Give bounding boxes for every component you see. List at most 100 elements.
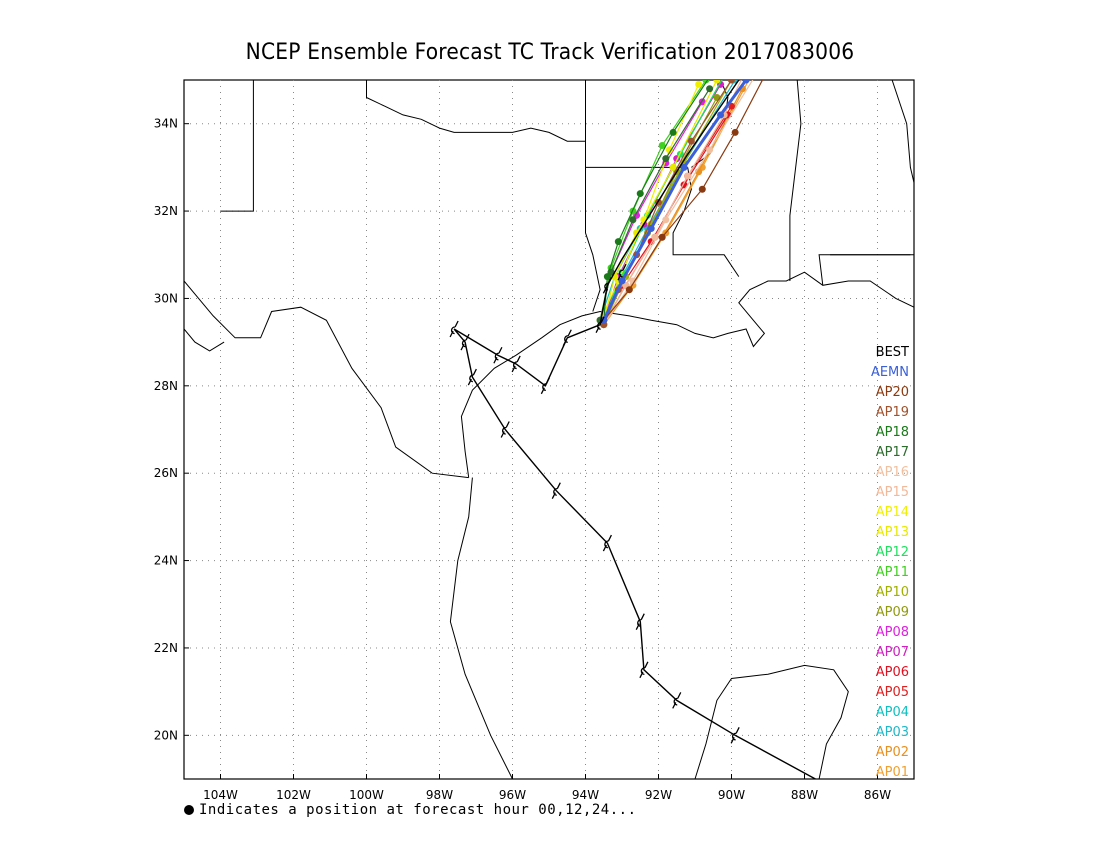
- track-point-ap17: [662, 155, 670, 163]
- track-point-ap20: [768, 59, 775, 66]
- hurricane-symbol-icon: [460, 333, 470, 351]
- legend-item-ap20: AP20: [876, 385, 909, 400]
- track-point-ap14: [665, 146, 673, 154]
- track-aemn: [602, 80, 748, 321]
- x-tick-label: 94W: [572, 788, 599, 802]
- legend-item-ap06: AP06: [876, 665, 909, 680]
- legend-item-ap10: AP10: [876, 585, 909, 600]
- track-point-ap14: [695, 80, 703, 88]
- hurricane-symbol-icon: [449, 320, 459, 338]
- grid-lines: [184, 80, 914, 779]
- legend: BEST AEMN AP20 AP19 AP18 AP17 AP16 AP15 AP14 AP13…: [871, 345, 909, 780]
- coastline: [184, 328, 225, 352]
- hurricane-symbol-icon: [602, 277, 612, 294]
- coastline: [220, 80, 254, 212]
- hurricane-symbol-icon: [467, 368, 477, 386]
- track-point-ap16: [757, 63, 764, 70]
- track-point-ap13: [713, 80, 721, 84]
- hurricane-symbol-icon: [500, 421, 510, 438]
- legend-item-ap19: AP19: [876, 405, 909, 420]
- track-point-aemn: [680, 163, 688, 171]
- page-title: NCEP Ensemble Forecast TC Track Verifica…: [245, 40, 855, 65]
- track-point-ap04: [721, 72, 728, 79]
- track-point-ap11: [658, 142, 666, 150]
- legend-item-ap04: AP04: [876, 705, 909, 720]
- hurricane-symbol-icon: [730, 727, 740, 744]
- best-track: [449, 80, 816, 779]
- coastline: [449, 477, 513, 779]
- coastline: [460, 271, 914, 478]
- track-point-ap20: [658, 233, 666, 241]
- track-point-ap01: [750, 68, 757, 75]
- legend-item-best: BEST: [876, 345, 909, 360]
- track-point-aemn: [717, 111, 725, 119]
- y-tick-label: 32N: [154, 204, 178, 218]
- hurricane-symbol-icon: [617, 263, 627, 281]
- track-point-ap20: [698, 185, 706, 193]
- ensemble-tracks: [596, 59, 775, 329]
- y-tick-label: 30N: [154, 291, 178, 305]
- legend-item-ap08: AP08: [876, 625, 909, 640]
- y-tick-label: 20N: [154, 728, 178, 742]
- legend-item-ap09: AP09: [876, 605, 909, 620]
- track-point-ap19: [687, 137, 695, 145]
- track-point-aemn: [742, 80, 750, 84]
- track-point-aemn: [618, 277, 626, 285]
- track-point-ap13: [669, 163, 677, 171]
- track-point-ap18: [710, 68, 717, 75]
- legend-item-aemn: AEMN: [871, 365, 909, 380]
- footnote: Indicates a position at forecast hour 00…: [184, 802, 637, 818]
- hurricane-symbol-icon: [672, 692, 682, 709]
- legend-item-ap13: AP13: [876, 525, 909, 540]
- track-point-ap16: [629, 277, 637, 285]
- x-tick-label: 102W: [276, 788, 311, 802]
- track-point-ap18: [614, 238, 622, 246]
- hurricane-symbol-icon: [551, 482, 561, 499]
- footnote-text: Indicates a position at forecast hour 00…: [199, 802, 637, 818]
- track-point-aemn: [647, 225, 655, 233]
- hurricane-symbol-icon: [595, 316, 605, 333]
- track-ap20: [603, 80, 764, 321]
- coastlines: [184, 80, 914, 779]
- hurricane-symbol-icon: [602, 534, 612, 552]
- track-point-ap18: [636, 190, 644, 198]
- coastline: [585, 80, 688, 168]
- x-tick-label: 96W: [499, 788, 526, 802]
- track-point-ap12: [721, 72, 728, 79]
- legend-item-ap17: AP17: [876, 445, 909, 460]
- track-point-ap20: [625, 286, 633, 294]
- x-tick-label: 104W: [203, 788, 238, 802]
- legend-item-ap03: AP03: [876, 725, 909, 740]
- y-axis-ticks: 20N 22N 24N 26N 28N 30N 32N 34N: [154, 117, 189, 742]
- coastline: [891, 80, 914, 185]
- legend-item-ap02: AP02: [876, 745, 909, 760]
- hurricane-symbol-icon: [562, 329, 572, 347]
- legend-item-ap12: AP12: [876, 545, 909, 560]
- x-axis-ticks: 104W 102W 100W 98W 96W 94W 92W 90W 88W 86W: [203, 774, 891, 802]
- legend-item-ap18: AP18: [876, 425, 909, 440]
- x-tick-label: 98W: [426, 788, 453, 802]
- hurricane-symbol-icon: [635, 613, 645, 631]
- track-point-ap15: [651, 233, 659, 241]
- track-point-ap18: [603, 273, 611, 281]
- x-tick-label: 100W: [349, 788, 384, 802]
- track-point-ap18: [669, 128, 677, 136]
- y-tick-label: 26N: [154, 466, 178, 480]
- track-point-ap19: [728, 80, 735, 84]
- hurricane-symbol-icon: [540, 377, 550, 395]
- y-tick-label: 22N: [154, 641, 178, 655]
- legend-item-ap07: AP07: [876, 645, 909, 660]
- legend-item-ap16: AP16: [876, 465, 909, 480]
- coastline: [789, 80, 802, 281]
- best-track-line: [453, 80, 816, 779]
- track-point-ap15: [746, 59, 753, 66]
- legend-item-ap15: AP15: [876, 485, 909, 500]
- x-tick-label: 86W: [864, 788, 891, 802]
- y-tick-label: 28N: [154, 379, 178, 393]
- position-dot-icon: [184, 805, 194, 815]
- hurricane-symbol-icon: [511, 355, 521, 373]
- x-tick-label: 90W: [718, 788, 745, 802]
- track-point-ap16: [706, 146, 714, 154]
- track-ap14: [599, 84, 700, 321]
